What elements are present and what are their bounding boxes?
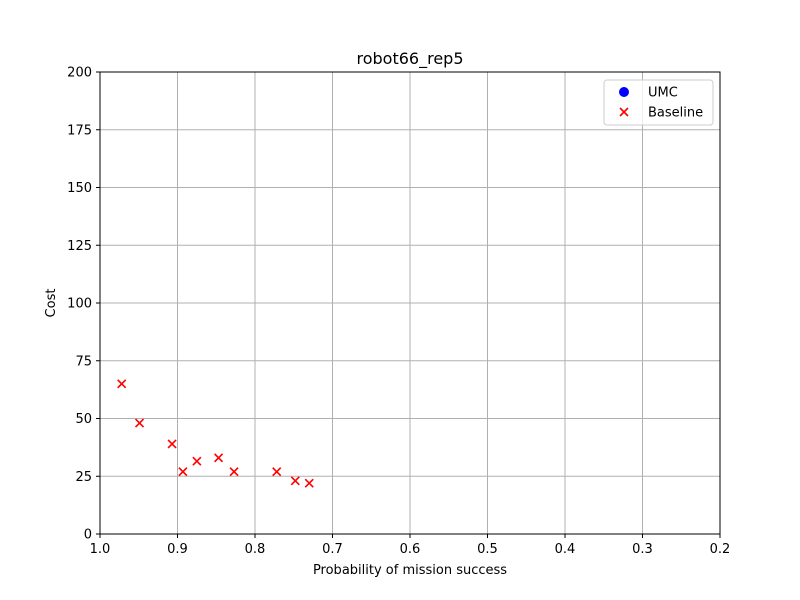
x-tick-label: 0.3 [632, 542, 653, 557]
legend: UMC Baseline [603, 79, 714, 126]
plot-frame [99, 71, 721, 535]
y-axis-ticks: 0 25 50 75 100 125 150 175 200 [67, 66, 100, 543]
y-axis-label: Cost [44, 289, 59, 318]
data-points [117, 379, 314, 488]
y-tick-label: 125 [67, 239, 92, 254]
x-tick-label: 0.7 [322, 542, 343, 557]
x-tick-label: 0.6 [400, 542, 421, 557]
y-tick-label: 25 [75, 470, 92, 485]
x-tick-label: 1.0 [90, 542, 111, 557]
y-tick-label: 175 [67, 123, 92, 138]
y-tick-label: 50 [75, 412, 92, 427]
legend-label-umc: UMC [648, 86, 678, 101]
baseline-point [167, 439, 177, 449]
x-tick-label: 0.9 [167, 542, 188, 557]
legend-marker-umc [619, 87, 629, 97]
chart-title: robot66_rep5 [357, 49, 464, 69]
y-tick-label: 150 [67, 181, 92, 196]
x-tick-label: 0.8 [245, 542, 266, 557]
x-axis-ticks: 1.0 0.9 0.8 0.7 0.6 0.5 0.4 0.3 0.2 [90, 534, 731, 557]
x-tick-label: 0.2 [710, 542, 731, 557]
legend-box [603, 79, 714, 126]
y-tick-label: 100 [67, 297, 92, 312]
baseline-point [290, 476, 300, 486]
baseline-point [192, 456, 202, 466]
y-tick-label: 0 [84, 528, 92, 543]
baseline-point [229, 467, 239, 477]
baseline-point [117, 379, 127, 389]
baseline-point [178, 467, 188, 477]
baseline-point [272, 467, 282, 477]
baseline-point [304, 478, 314, 488]
x-tick-label: 0.5 [477, 542, 498, 557]
baseline-point [134, 418, 145, 428]
baseline-point [214, 453, 224, 463]
y-tick-label: 200 [67, 66, 92, 81]
legend-label-baseline: Baseline [648, 106, 703, 121]
x-axis-label: Probability of mission success [313, 563, 507, 578]
x-tick-label: 0.4 [555, 542, 576, 557]
legend-marker-baseline [619, 107, 629, 117]
y-tick-label: 75 [75, 354, 92, 369]
